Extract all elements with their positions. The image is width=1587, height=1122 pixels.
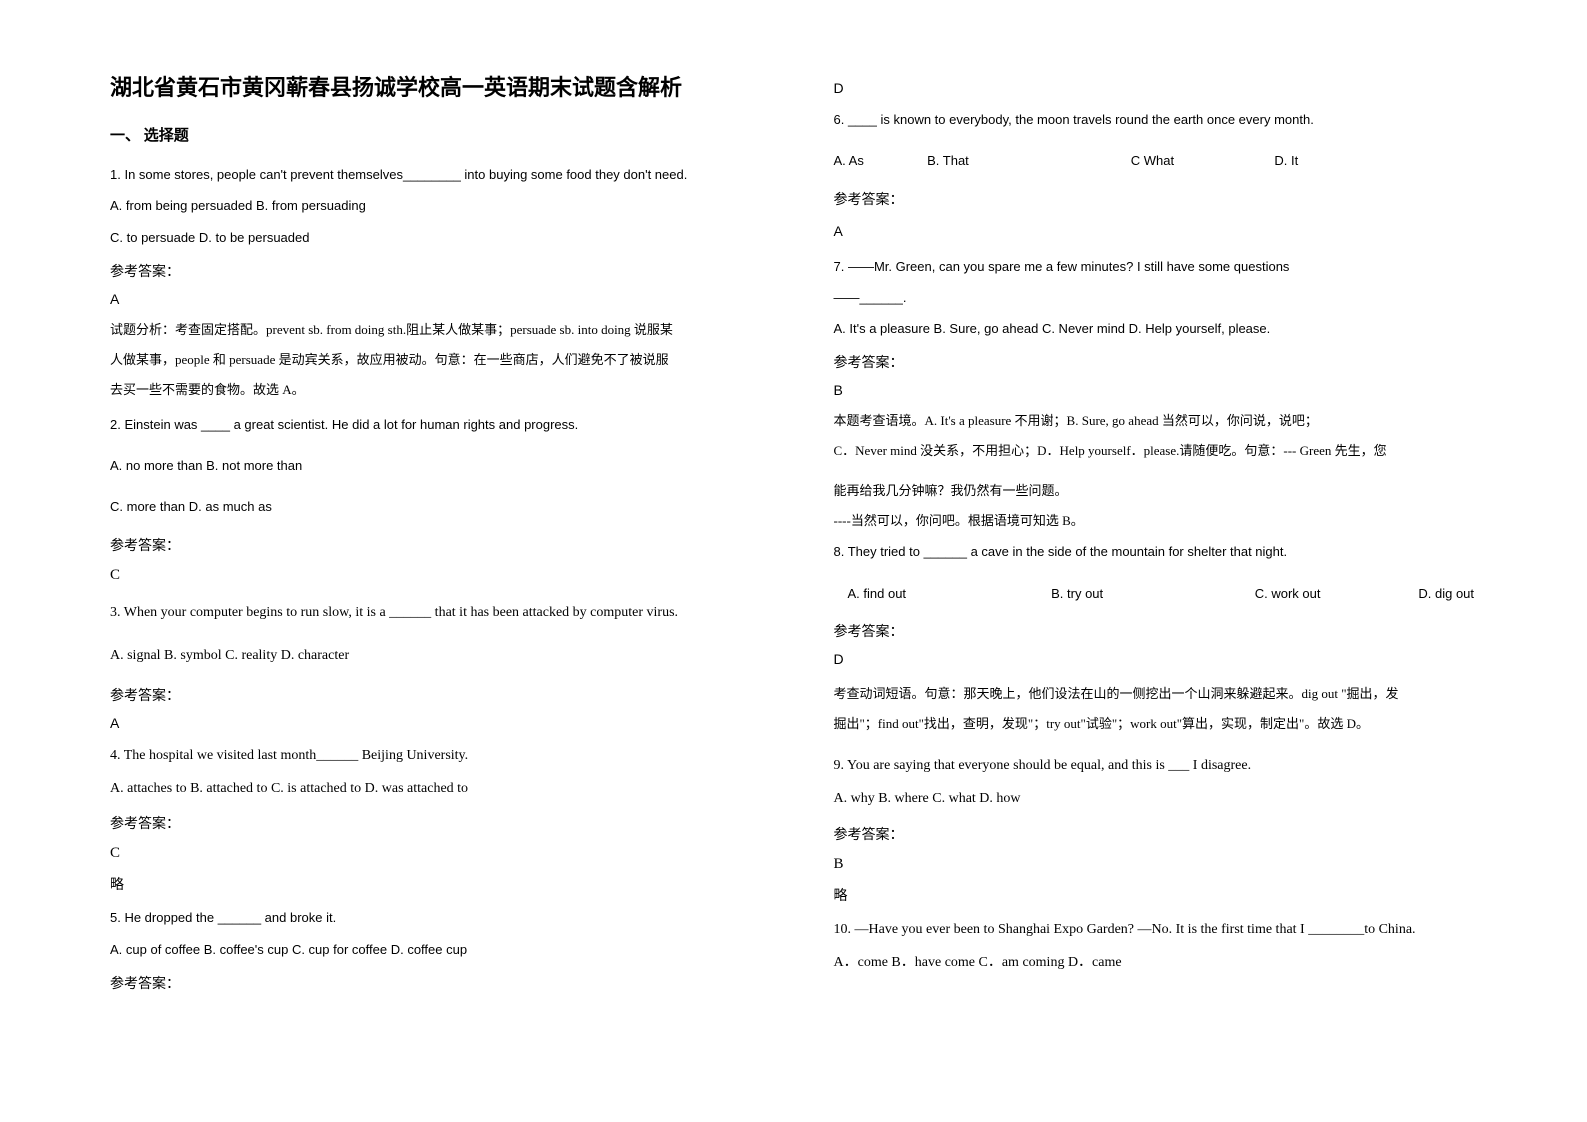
q8-ans: D (834, 651, 1478, 667)
left-column: 湖北省黄石市黄冈蕲春县扬诚学校高一英语期末试题含解析 一、 选择题 1. In … (90, 70, 794, 1082)
q8-exp-1: 考查动词短语。句意：那天晚上，他们设法在山的一侧挖出一个山洞来躲避起来。dig … (834, 681, 1478, 707)
q7-exp-2: C．Never mind 没关系，不用担心；D．Help yourself．pl… (834, 438, 1478, 464)
q9-lue: 略 (834, 885, 1478, 905)
q2-opts-2: C. more than D. as much as (110, 493, 754, 520)
page-title: 湖北省黄石市黄冈蕲春县扬诚学校高一英语期末试题含解析 (110, 70, 754, 102)
q2-ans: C (110, 567, 754, 584)
page-root: 湖北省黄石市黄冈蕲春县扬诚学校高一英语期末试题含解析 一、 选择题 1. In … (0, 0, 1587, 1122)
q7-ans: B (834, 382, 1478, 398)
q7-exp-4: ----当然可以，你问吧。根据语境可知选 B。 (834, 508, 1478, 534)
q3-stem: 3. When your computer begins to run slow… (110, 598, 754, 627)
q3-ans: A (110, 715, 754, 731)
q4-opts: A. attaches to B. attached to C. is atta… (110, 774, 754, 803)
q8-stem: 8. They tried to ______ a cave in the si… (834, 538, 1478, 565)
q2-stem: 2. Einstein was ____ a great scientist. … (110, 411, 754, 438)
q6-ans: A (834, 223, 1478, 239)
q6-opt-c: C What (1131, 147, 1271, 174)
q1-exp-2: 人做某事，people 和 persuade 是动宾关系，故应用被动。句意：在一… (110, 347, 754, 373)
q7-opts: A. It's a pleasure B. Sure, go ahead C. … (834, 315, 1478, 342)
section-heading: 一、 选择题 (110, 124, 754, 145)
q8-ans-label: 参考答案： (834, 621, 1478, 641)
q1-exp-3: 去买一些不需要的食物。故选 A。 (110, 377, 754, 403)
q2-ans-label: 参考答案： (110, 535, 754, 555)
q8-opt-d: D. dig out (1418, 580, 1474, 607)
q5-ans: D (834, 80, 1478, 96)
q6-opt-d: D. It (1274, 147, 1298, 174)
q1-stem: 1. In some stores, people can't prevent … (110, 161, 754, 188)
q4-stem: 4. The hospital we visited last month___… (110, 741, 754, 770)
q7-exp-1: 本题考查语境。A. It's a pleasure 不用谢；B. Sure, g… (834, 408, 1478, 434)
q6-ans-label: 参考答案： (834, 189, 1478, 209)
q5-stem: 5. He dropped the ______ and broke it. (110, 904, 754, 931)
q8-opts: A. find out B. try out C. work out D. di… (834, 580, 1478, 607)
q9-stem: 9. You are saying that everyone should b… (834, 751, 1478, 780)
right-column: D 6. ____ is known to everybody, the moo… (794, 70, 1498, 1082)
q1-ans: A (110, 291, 754, 307)
q2-opts-1: A. no more than B. not more than (110, 452, 754, 479)
q9-ans: B (834, 856, 1478, 873)
q4-lue: 略 (110, 874, 754, 894)
q4-ans: C (110, 845, 754, 862)
q10-stem: 10. —Have you ever been to Shanghai Expo… (834, 915, 1478, 944)
q3-opts: A. signal B. symbol C. reality D. charac… (110, 641, 754, 670)
q8-opt-a: A. find out (848, 580, 1048, 607)
q6-opt-a: A. As (834, 147, 924, 174)
q6-opt-b: B. That (927, 147, 1127, 174)
q9-ans-label: 参考答案： (834, 824, 1478, 844)
q7-stem-1: 7. ——Mr. Green, can you spare me a few m… (834, 253, 1478, 280)
q5-opts: A. cup of coffee B. coffee's cup C. cup … (110, 936, 754, 963)
q6-opts: A. As B. That C What D. It (834, 147, 1478, 174)
q9-opts: A. why B. where C. what D. how (834, 784, 1478, 813)
q4-ans-label: 参考答案： (110, 813, 754, 833)
q6-stem: 6. ____ is known to everybody, the moon … (834, 106, 1478, 133)
q5-ans-label: 参考答案： (110, 973, 754, 993)
q1-opts-2: C. to persuade D. to be persuaded (110, 224, 754, 251)
q1-exp-1: 试题分析：考查固定搭配。prevent sb. from doing sth.阻… (110, 317, 754, 343)
q10-opts: A．come B．have come C．am coming D．came (834, 948, 1478, 977)
q8-opt-c: C. work out (1255, 580, 1415, 607)
q8-exp-2: 掘出"；find out"找出，查明，发现"；try out"试验"；work … (834, 711, 1478, 737)
q3-ans-label: 参考答案： (110, 685, 754, 705)
q1-ans-label: 参考答案： (110, 261, 754, 281)
q1-opts-1: A. from being persuaded B. from persuadi… (110, 192, 754, 219)
q7-exp-3: 能再给我几分钟嘛？我仍然有一些问题。 (834, 478, 1478, 504)
q7-ans-label: 参考答案： (834, 352, 1478, 372)
q7-stem-2: ——______. (834, 284, 1478, 311)
q8-opt-b: B. try out (1051, 580, 1251, 607)
